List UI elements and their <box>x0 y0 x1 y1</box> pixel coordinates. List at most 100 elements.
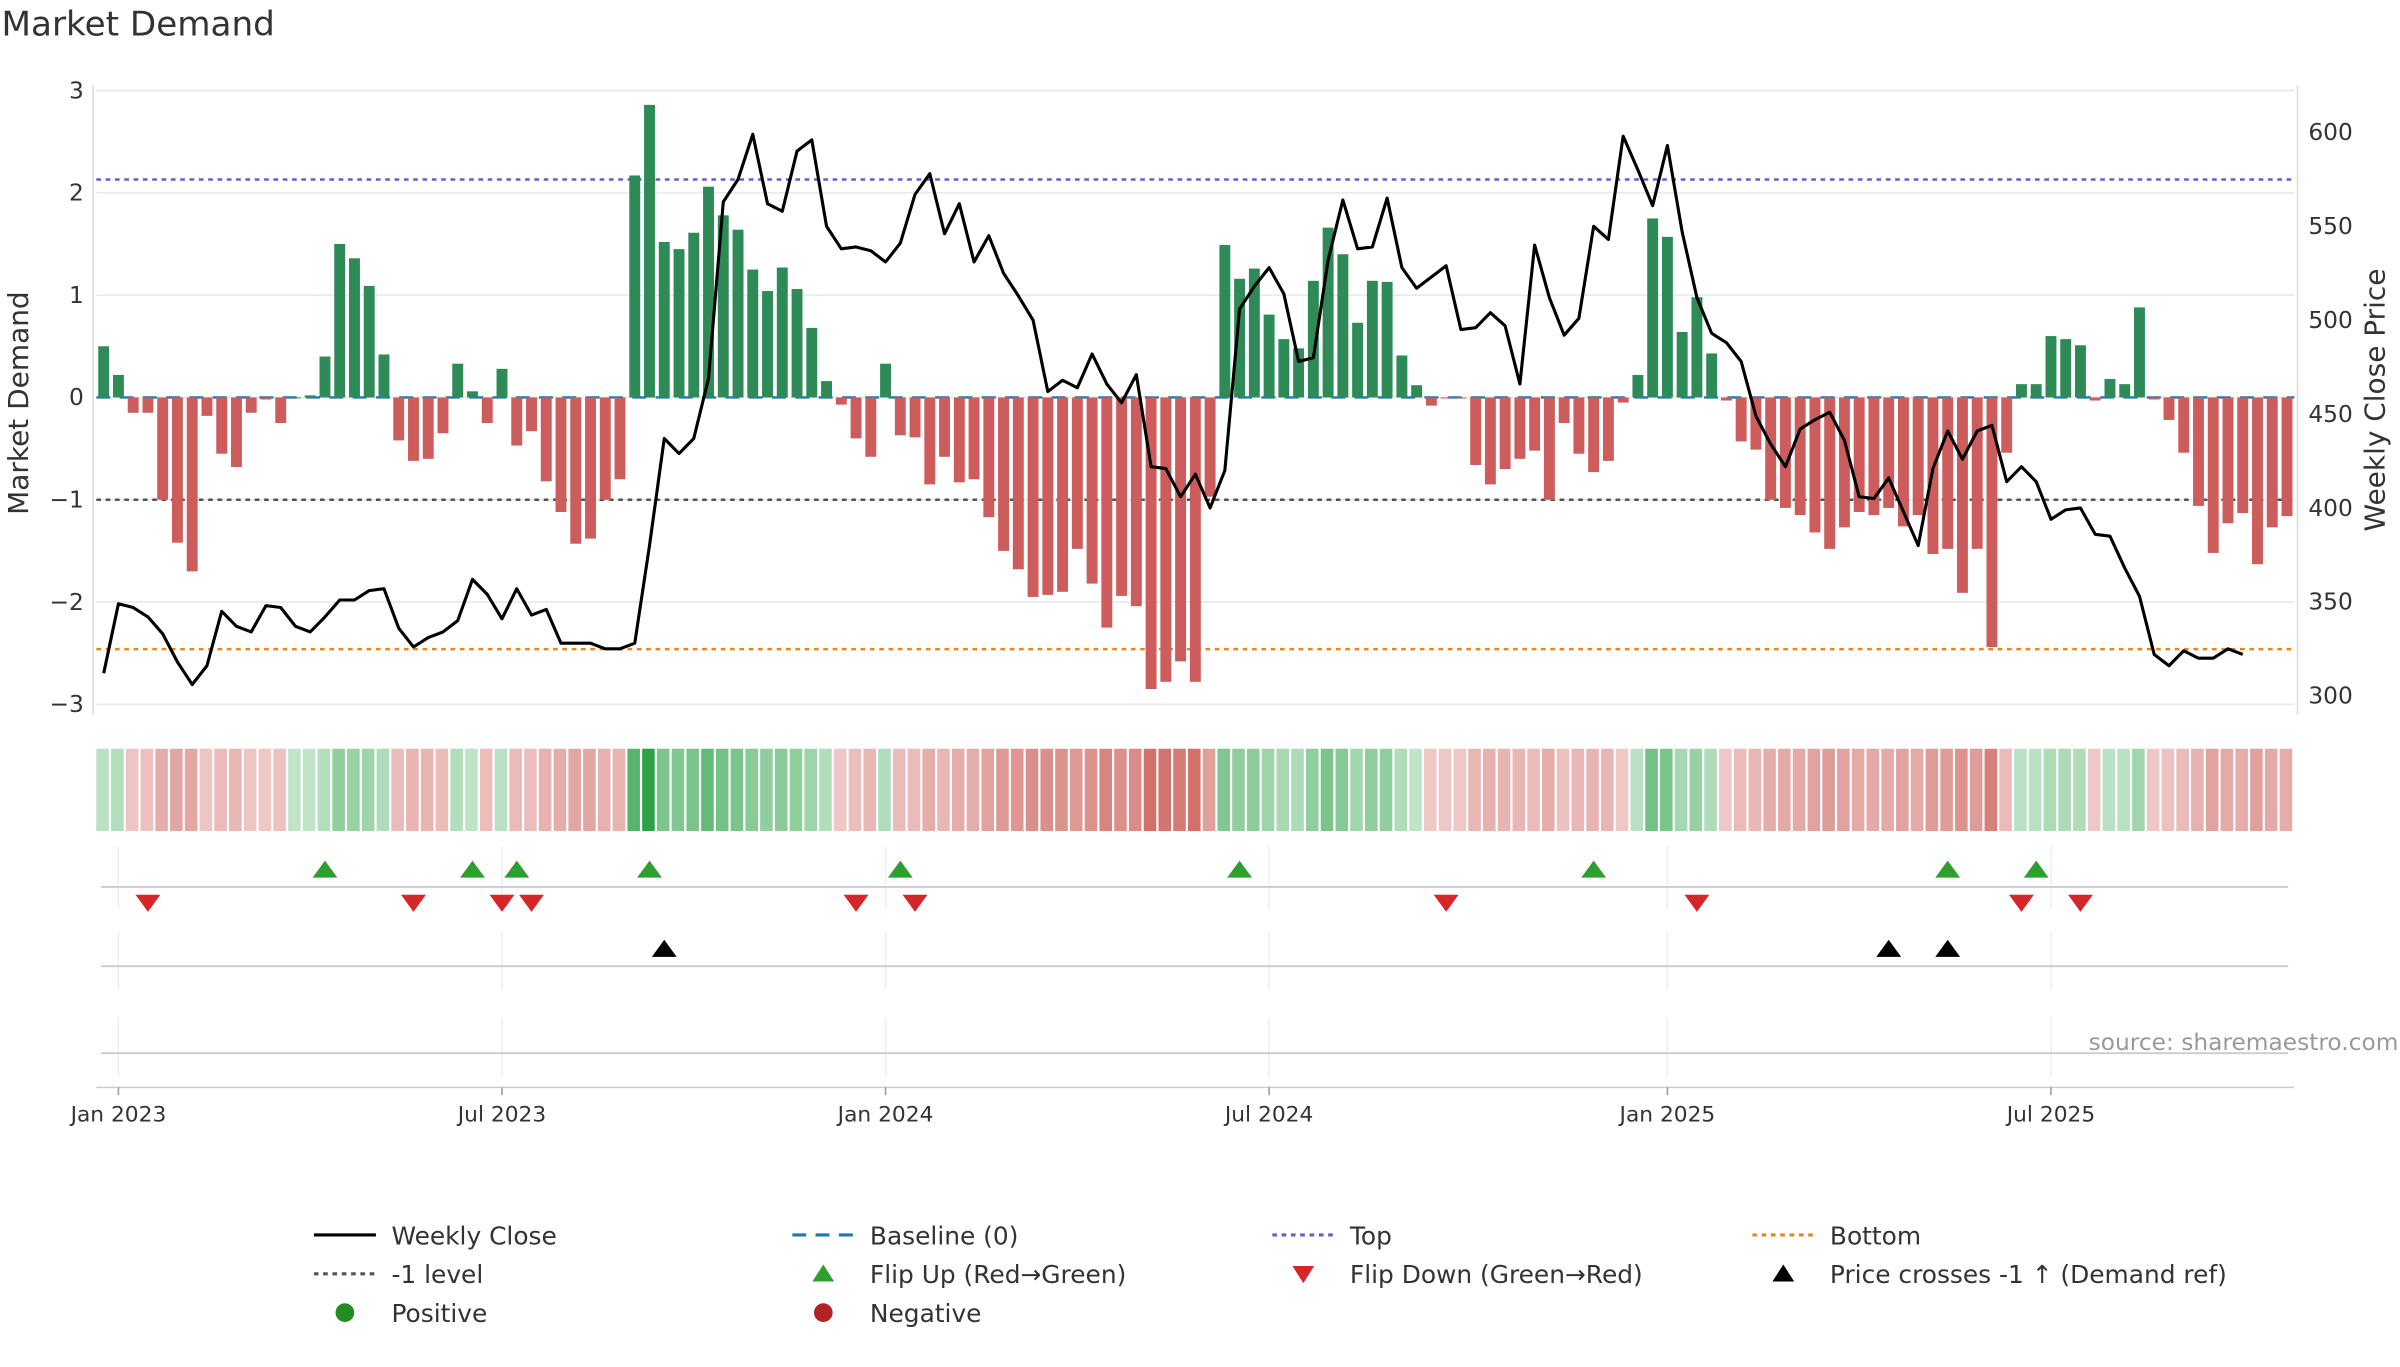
heat-tile <box>1261 748 1275 832</box>
heat-tile <box>111 748 124 832</box>
demand-bar <box>511 397 523 446</box>
demand-bar <box>2252 397 2263 565</box>
heat-tile <box>199 748 213 832</box>
heat-tile <box>1291 748 1304 832</box>
heat-tile <box>1084 748 1098 832</box>
heat-tile <box>1881 748 1894 832</box>
demand-bar <box>1912 397 1924 516</box>
heat-tile <box>1335 748 1349 832</box>
heat-tile <box>2191 748 2204 832</box>
demand-bar <box>1986 397 1998 648</box>
demand-bar <box>2178 397 2190 453</box>
heat-tile <box>583 748 596 832</box>
legend-flip-up: Flip Up (Red→Green) <box>792 1255 1126 1292</box>
demand-bar <box>1499 397 1511 470</box>
heat-tile <box>1837 748 1850 832</box>
heat-tile <box>1792 748 1806 832</box>
heat-tile <box>1128 748 1142 832</box>
heat-tile <box>922 748 936 832</box>
demand-bar <box>201 397 213 416</box>
heat-tile <box>1719 748 1732 832</box>
axes: 3 2 1 0 −1 −2 −3 Market Demand 300 350 400 450 500 55… <box>2 77 2392 718</box>
heat-tile <box>1542 748 1555 832</box>
demand-bar <box>2001 397 2013 453</box>
price-cross-marker <box>1935 939 1961 957</box>
heat-tile <box>1202 748 1216 832</box>
flip-down-marker <box>519 894 544 912</box>
demand-bar <box>968 397 980 480</box>
heat-tile <box>1866 748 1880 832</box>
demand-bar <box>2163 397 2175 420</box>
demand-bar <box>599 397 611 500</box>
demand-bar <box>1263 314 1275 398</box>
triangle-down-icon <box>1292 1266 1315 1284</box>
demand-bar <box>629 175 641 398</box>
x-tick-label: Jan 2023 <box>69 1103 167 1128</box>
heat-tile <box>2028 748 2042 832</box>
heat-tile <box>1999 748 2012 832</box>
heat-tile <box>1733 748 1747 832</box>
demand-bar <box>1661 236 1673 398</box>
demand-bar <box>1588 397 1600 473</box>
heat-tile <box>1940 748 1953 832</box>
heat-tile <box>1586 748 1599 832</box>
right-tick-label: 350 <box>2308 589 2352 616</box>
demand-bar <box>1219 245 1231 398</box>
demand-bar <box>378 354 390 398</box>
demand-bar <box>703 186 714 398</box>
demand-bar <box>245 397 257 413</box>
heat-tile <box>155 748 168 832</box>
heat-tile <box>1423 748 1437 832</box>
demand-bar <box>1204 397 1216 497</box>
demand-bar <box>909 397 921 438</box>
flip-up-marker <box>1935 860 1961 878</box>
heat-tile <box>1320 748 1334 832</box>
heat-tile <box>479 748 493 832</box>
legend-negative: Negative <box>792 1294 981 1331</box>
heat-tile <box>376 748 390 832</box>
demand-bar <box>1352 322 1364 398</box>
heat-tile <box>1350 748 1363 832</box>
x-tick-label: Jul 2024 <box>1223 1103 1313 1128</box>
heat-tile <box>627 748 640 832</box>
flip-down-marker <box>1684 894 1710 912</box>
demand-bar <box>481 397 493 424</box>
price-cross-marker <box>651 939 677 957</box>
heat-tile <box>1187 748 1201 832</box>
legend: Weekly Close Baseline (0) Top Bottom -1 … <box>304 1216 2370 1333</box>
dotted-line-icon <box>1752 1233 1815 1237</box>
heat-tile <box>804 748 817 832</box>
heat-tile <box>184 748 198 832</box>
demand-bar <box>1057 397 1069 592</box>
flip-up-marker <box>1227 860 1253 878</box>
demand-bar <box>1012 397 1024 570</box>
heat-tile <box>170 748 183 832</box>
left-tick-label: 1 <box>69 282 84 309</box>
demand-bar <box>747 269 759 398</box>
demand-bar <box>408 397 419 461</box>
demand-bar <box>1130 397 1142 607</box>
demand-bar <box>644 104 655 398</box>
heat-tile <box>1010 748 1024 832</box>
demand-bar <box>894 397 906 436</box>
demand-bar <box>467 391 478 398</box>
demand-bar <box>673 249 685 398</box>
heat-tile <box>214 748 227 832</box>
demand-bar <box>1101 397 1113 628</box>
heat-tile <box>671 748 685 832</box>
heat-tile <box>1409 748 1422 832</box>
demand-bar <box>304 395 316 398</box>
heat-tile <box>1527 748 1540 832</box>
heat-tile <box>996 748 1009 832</box>
demand-bar <box>1366 280 1378 398</box>
heat-tile <box>1660 748 1673 832</box>
heat-tile <box>568 748 581 832</box>
flip-down-marker <box>1433 894 1459 912</box>
right-axis-label: Weekly Close Price <box>2358 268 2391 531</box>
demand-bar <box>1514 397 1526 459</box>
flip-down-marker <box>135 894 161 912</box>
heat-tile <box>937 748 950 832</box>
heat-tile <box>2205 748 2219 832</box>
demand-bar <box>2237 397 2249 514</box>
signal-markers <box>100 846 2289 1077</box>
